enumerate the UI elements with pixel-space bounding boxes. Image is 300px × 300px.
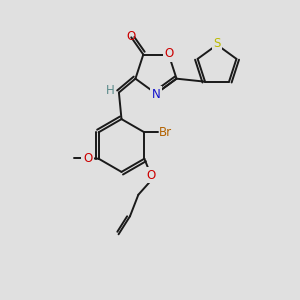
Text: N: N bbox=[152, 88, 160, 101]
Text: S: S bbox=[213, 37, 221, 50]
Text: O: O bbox=[127, 30, 136, 43]
Text: O: O bbox=[83, 152, 92, 165]
Text: H: H bbox=[106, 84, 115, 97]
Text: O: O bbox=[146, 169, 156, 182]
Text: O: O bbox=[165, 47, 174, 60]
Text: Br: Br bbox=[159, 126, 172, 139]
